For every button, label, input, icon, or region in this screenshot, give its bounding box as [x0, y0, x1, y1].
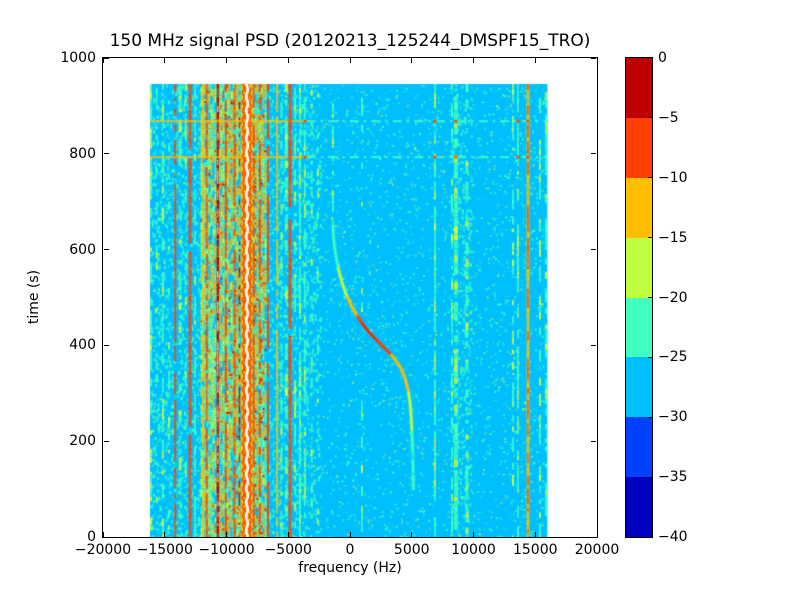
x-tick-label: 10000	[451, 542, 496, 558]
x-tick	[164, 532, 166, 537]
colorbar-segment	[626, 417, 652, 478]
x-tick	[226, 532, 227, 537]
colorbar-tick-label: −30	[658, 409, 688, 426]
colorbar-tick	[648, 237, 652, 239]
colorbar-tick-label: −15	[658, 229, 688, 246]
y-tick-label: 800	[69, 145, 96, 162]
colorbar-tick-label: 0	[658, 50, 667, 66]
x-tick	[102, 532, 104, 537]
y-tick-label: 1000	[60, 50, 96, 66]
x-tick-label: 5000	[393, 542, 430, 558]
y-tick	[104, 57, 109, 59]
colorbar-segment	[626, 177, 652, 238]
x-axis-label: frequency (Hz)	[298, 560, 402, 576]
x-tick-label: −5000	[264, 542, 312, 558]
colorbar-tick-label: −10	[658, 169, 688, 186]
colorbar-tick-label: −25	[658, 349, 688, 366]
x-tick-top	[226, 58, 227, 63]
x-tick-label: 15000	[512, 542, 558, 558]
x-tick-top	[596, 58, 598, 63]
colorbar-segment	[626, 297, 652, 358]
y-axis-label: time (s)	[26, 269, 42, 325]
y-tick	[104, 344, 109, 346]
colorbar-tick	[648, 476, 652, 478]
colorbar-segment	[626, 117, 652, 178]
colorbar-segment	[626, 237, 652, 298]
x-tick	[596, 532, 598, 537]
y-tick-right	[591, 57, 596, 59]
x-tick-top	[411, 58, 413, 63]
x-tick-top	[473, 58, 474, 63]
colorbar-segment	[626, 58, 652, 118]
axes-frame	[102, 57, 598, 538]
y-tick	[104, 536, 109, 538]
y-tick-label: 600	[69, 241, 96, 258]
colorbar-tick-label: −20	[658, 289, 688, 306]
y-tick-right	[591, 249, 596, 251]
x-tick	[349, 532, 351, 537]
x-tick-top	[164, 58, 166, 63]
x-tick	[473, 532, 474, 537]
colorbar	[625, 57, 653, 538]
y-tick-right	[591, 440, 596, 442]
y-tick-right	[591, 344, 596, 346]
y-tick	[104, 153, 109, 155]
x-tick-label: −10000	[198, 542, 255, 558]
colorbar-tick	[648, 297, 652, 298]
x-tick	[411, 532, 413, 537]
y-tick-right	[591, 536, 596, 538]
x-tick-label: −15000	[136, 542, 193, 558]
y-tick	[104, 440, 109, 442]
y-tick-right	[591, 153, 596, 155]
colorbar-tick	[648, 177, 652, 179]
colorbar-tick-label: −35	[658, 469, 688, 486]
colorbar-tick	[648, 416, 652, 418]
x-tick	[534, 532, 536, 537]
y-tick-label: 200	[69, 433, 96, 450]
colorbar-tick	[648, 356, 652, 358]
colorbar-tick-label: −5	[658, 109, 679, 126]
x-tick-top	[287, 58, 289, 63]
x-tick	[287, 532, 289, 537]
x-tick-label: 0	[345, 542, 355, 558]
x-tick-top	[534, 58, 536, 63]
spectrogram-canvas	[103, 58, 597, 537]
colorbar-segment	[626, 357, 652, 418]
colorbar-tick-label: −40	[658, 529, 688, 545]
x-tick-top	[349, 58, 351, 63]
y-tick-label: 400	[69, 337, 96, 354]
x-tick-label: −20000	[74, 542, 132, 558]
y-tick-label: 0	[87, 529, 96, 545]
y-tick	[104, 249, 109, 251]
colorbar-tick	[648, 117, 652, 119]
x-tick-label: 20000	[574, 542, 620, 558]
plot-title: 150 MHz signal PSD (20120213_125244_DMSP…	[109, 31, 591, 51]
x-tick-top	[102, 58, 104, 63]
colorbar-segment	[626, 477, 652, 537]
